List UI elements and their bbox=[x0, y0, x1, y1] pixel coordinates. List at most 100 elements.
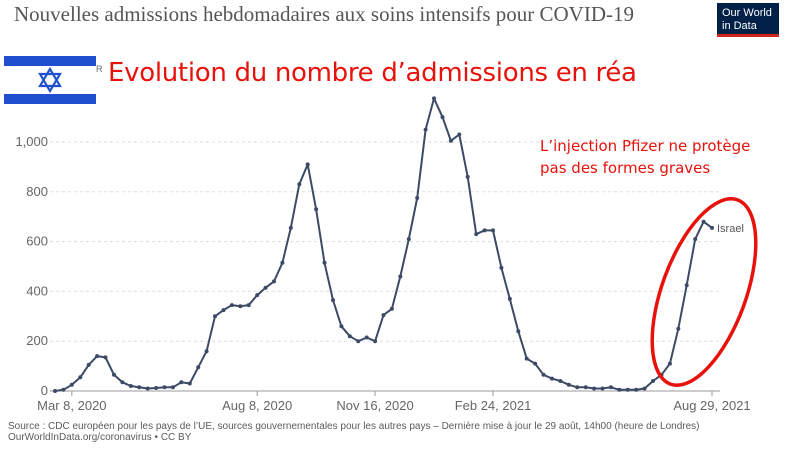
data-point[interactable] bbox=[305, 162, 310, 167]
logo-line-1: Our World bbox=[722, 7, 772, 19]
data-point[interactable] bbox=[617, 387, 622, 392]
israel-flag-icon bbox=[4, 52, 96, 108]
data-point[interactable] bbox=[213, 314, 217, 319]
data-point[interactable] bbox=[86, 362, 91, 367]
y-tick-label: 0 bbox=[41, 383, 48, 398]
data-point[interactable] bbox=[53, 389, 57, 393]
data-point[interactable] bbox=[331, 298, 335, 303]
data-point[interactable] bbox=[684, 283, 689, 288]
slide-heading: Evolution du nombre d’admissions en réa bbox=[108, 58, 637, 88]
data-point[interactable] bbox=[541, 372, 546, 377]
data-point[interactable] bbox=[415, 196, 420, 200]
data-point[interactable] bbox=[507, 296, 512, 301]
data-point[interactable] bbox=[465, 174, 470, 179]
x-tick-label: Nov 16, 2020 bbox=[336, 398, 413, 413]
x-tick-label: Mar 8, 2020 bbox=[37, 398, 106, 413]
data-point[interactable] bbox=[95, 354, 100, 359]
data-point[interactable] bbox=[170, 385, 175, 390]
data-point[interactable] bbox=[103, 355, 108, 360]
data-point[interactable] bbox=[693, 237, 698, 242]
data-point[interactable] bbox=[667, 361, 672, 366]
data-point[interactable] bbox=[600, 386, 605, 391]
data-point[interactable] bbox=[533, 361, 538, 366]
data-point[interactable] bbox=[145, 386, 150, 391]
data-point[interactable] bbox=[229, 303, 234, 308]
data-point[interactable] bbox=[701, 219, 706, 224]
data-point[interactable] bbox=[263, 285, 268, 290]
data-point[interactable] bbox=[583, 385, 588, 390]
data-point[interactable] bbox=[457, 132, 462, 137]
data-point[interactable] bbox=[288, 225, 293, 230]
grid-lines bbox=[50, 141, 720, 392]
data-point[interactable] bbox=[272, 279, 276, 284]
data-point[interactable] bbox=[112, 372, 116, 377]
data-point[interactable] bbox=[297, 182, 302, 187]
data-point[interactable] bbox=[398, 274, 403, 279]
data-point[interactable] bbox=[339, 324, 344, 329]
data-point[interactable] bbox=[255, 293, 260, 298]
data-point[interactable] bbox=[78, 375, 83, 380]
data-point[interactable] bbox=[676, 326, 681, 331]
data-point[interactable] bbox=[347, 334, 352, 339]
data-point[interactable] bbox=[448, 138, 453, 143]
data-point[interactable] bbox=[61, 387, 66, 392]
data-point[interactable] bbox=[246, 303, 251, 308]
annotation-line-1: L’injection Pfizer ne protège bbox=[540, 137, 751, 155]
data-point[interactable] bbox=[120, 380, 125, 385]
data-point[interactable] bbox=[137, 385, 142, 390]
source-text: Source : CDC européen pour les pays de l… bbox=[8, 421, 700, 432]
data-point[interactable] bbox=[608, 385, 613, 390]
data-point[interactable] bbox=[128, 384, 133, 388]
data-point[interactable] bbox=[238, 304, 243, 309]
data-point[interactable] bbox=[558, 379, 563, 383]
data-point[interactable] bbox=[423, 127, 428, 132]
data-point[interactable] bbox=[406, 237, 411, 242]
data-point[interactable] bbox=[710, 225, 714, 230]
x-axis-ticks: Mar 8, 2020 Aug 8, 2020 Nov 16, 2020 Feb 24… bbox=[37, 391, 751, 413]
entity-marker: R bbox=[96, 64, 103, 74]
annotation-text: L’injection Pfizer ne protège pas des fo… bbox=[540, 135, 790, 179]
data-point[interactable] bbox=[322, 260, 327, 265]
data-point[interactable] bbox=[499, 265, 504, 270]
data-point[interactable] bbox=[196, 365, 201, 370]
x-tick-label: Feb 24, 2021 bbox=[455, 398, 532, 413]
data-point[interactable] bbox=[389, 306, 394, 311]
logo-line-2: in Data bbox=[722, 20, 757, 32]
data-point[interactable] bbox=[373, 339, 378, 344]
owid-logo[interactable]: Our World in Data bbox=[717, 3, 779, 37]
data-point[interactable] bbox=[491, 228, 495, 233]
chart-title: Nouvelles admissions hebdomadaires aux s… bbox=[14, 2, 635, 26]
data-point[interactable] bbox=[575, 385, 580, 390]
data-point[interactable] bbox=[69, 382, 74, 387]
data-point[interactable] bbox=[280, 260, 285, 265]
credit-text[interactable]: OurWorldInData.org/coronavirus • CC BY bbox=[8, 432, 192, 443]
data-point[interactable] bbox=[162, 385, 167, 390]
data-point[interactable] bbox=[440, 115, 445, 120]
data-point[interactable] bbox=[221, 308, 226, 313]
data-point[interactable] bbox=[381, 313, 386, 318]
data-point[interactable] bbox=[516, 329, 521, 334]
data-point[interactable] bbox=[187, 381, 192, 386]
data-point[interactable] bbox=[642, 386, 647, 391]
data-point[interactable] bbox=[474, 232, 479, 237]
y-axis-ticks: 0 200 400 600 800 1,000 bbox=[15, 134, 48, 398]
data-point[interactable] bbox=[550, 376, 554, 381]
highlight-ellipse bbox=[650, 197, 758, 387]
data-point[interactable] bbox=[432, 96, 436, 101]
data-point[interactable] bbox=[314, 207, 319, 212]
data-point[interactable] bbox=[651, 379, 655, 383]
data-point[interactable] bbox=[625, 387, 630, 392]
data-point[interactable] bbox=[179, 380, 184, 385]
data-point[interactable] bbox=[356, 339, 361, 344]
data-point[interactable] bbox=[204, 349, 209, 354]
data-point[interactable] bbox=[482, 228, 487, 233]
data-point[interactable] bbox=[592, 386, 597, 391]
star-of-david-icon bbox=[38, 67, 62, 93]
data-point[interactable] bbox=[364, 335, 369, 340]
data-point[interactable] bbox=[154, 386, 159, 390]
data-point[interactable] bbox=[566, 382, 571, 387]
y-tick-label: 1,000 bbox=[15, 134, 48, 149]
data-point[interactable] bbox=[524, 356, 529, 361]
data-point[interactable] bbox=[634, 387, 639, 392]
